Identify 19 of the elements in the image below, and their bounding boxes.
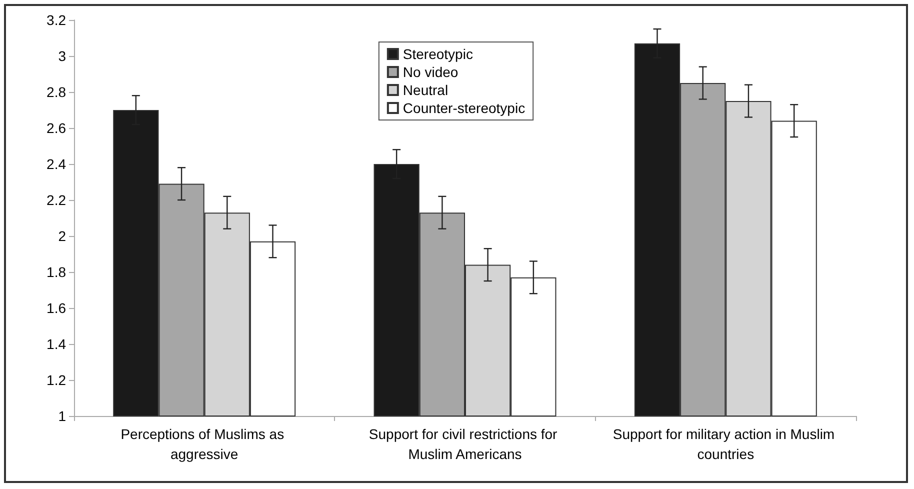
y-tick-label: 2.2: [46, 192, 66, 208]
y-tick-label: 2.8: [46, 84, 66, 100]
y-tick-label: 1.4: [46, 336, 66, 352]
legend-label: Stereotypic: [402, 46, 473, 62]
y-tick-label: 1.8: [46, 264, 66, 280]
legend-label: Neutral: [402, 82, 448, 98]
x-tick-label: Support for civil restrictions for Muslim Americans: [368, 426, 562, 462]
y-tick-label: 1.6: [46, 300, 66, 316]
y-tick-label: 1.2: [46, 372, 66, 388]
y-tick-label: 2.4: [46, 156, 66, 172]
y-tick-label: 3: [58, 48, 66, 64]
y-tick-label: 2.6: [46, 120, 66, 136]
x-tick-label: Perceptions of Muslims as aggressive: [120, 426, 288, 462]
x-tick-label: Support for military action in Muslim countries: [612, 426, 838, 462]
y-tick-label: 1: [58, 408, 66, 424]
y-tick-label: 3.2: [46, 12, 66, 28]
y-tick-label: 2: [58, 228, 66, 244]
legend-label: No video: [402, 64, 458, 80]
legend-label: Counter-stereotypic: [402, 100, 526, 116]
